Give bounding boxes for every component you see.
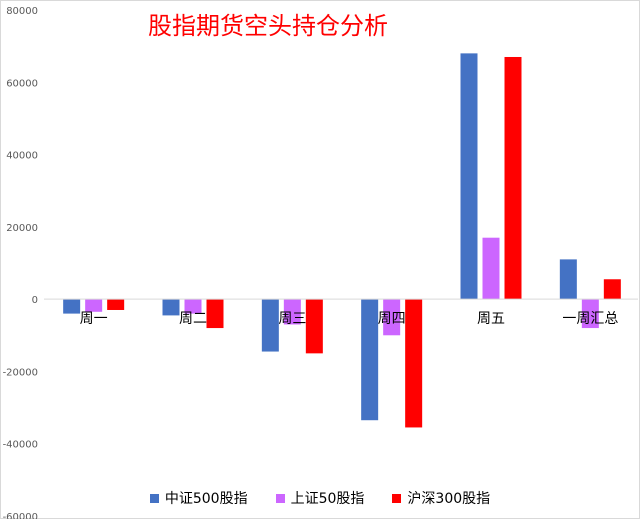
legend-item-csi300: 沪深300股指 — [392, 488, 490, 508]
chart-title: 股指期货空头持仓分析 — [148, 12, 388, 40]
legend-swatch-csi500 — [149, 493, 159, 503]
y-tick-label: 0 — [32, 295, 38, 306]
y-tick-label: 60000 — [6, 78, 38, 89]
y-tick-label: 20000 — [6, 223, 38, 234]
x-category-label: 周一 — [80, 311, 108, 327]
legend-swatch-csi300 — [392, 493, 402, 503]
bar-0-3 — [361, 299, 379, 421]
bar-1-5 — [581, 299, 599, 329]
bar-1-4 — [482, 237, 500, 300]
bar-2-3 — [405, 299, 423, 428]
x-category-label: 周二 — [179, 311, 207, 327]
y-tick-label: 80000 — [6, 6, 38, 17]
bar-1-0 — [85, 299, 103, 312]
legend-label-csi300: 沪深300股指 — [407, 491, 491, 507]
chart-legend: 中证500股指 上证50股指 沪深300股指 — [0, 488, 640, 508]
y-tick-label: 40000 — [6, 151, 38, 162]
bar-1-1 — [184, 299, 202, 314]
legend-label-sse50: 上证50股指 — [290, 491, 365, 507]
legend-item-sse50: 上证50股指 — [275, 488, 365, 508]
y-tick-label: -40000 — [3, 440, 38, 451]
bar-1-2 — [283, 299, 301, 325]
bar-2-0 — [107, 299, 125, 310]
bar-1-3 — [383, 299, 401, 336]
bar-2-5 — [603, 279, 621, 300]
y-tick-label: -60000 — [3, 512, 38, 519]
bar-0-0 — [63, 299, 81, 314]
x-category-label: 一周汇总 — [562, 311, 618, 327]
bar-0-4 — [460, 53, 478, 300]
bar-2-4 — [504, 56, 522, 300]
bar-2-1 — [206, 299, 224, 329]
bar-0-1 — [162, 299, 180, 316]
y-tick-label: -20000 — [3, 367, 38, 378]
x-category-label: 周五 — [477, 311, 505, 327]
x-category-label: 周三 — [278, 311, 306, 327]
bar-0-5 — [559, 259, 577, 300]
bar-0-2 — [261, 299, 279, 352]
x-category-label: 周四 — [378, 311, 406, 327]
bar-2-2 — [305, 299, 323, 354]
legend-item-csi500: 中证500股指 — [149, 488, 248, 508]
legend-swatch-sse50 — [275, 493, 285, 503]
legend-label-csi500: 中证500股指 — [164, 491, 248, 507]
